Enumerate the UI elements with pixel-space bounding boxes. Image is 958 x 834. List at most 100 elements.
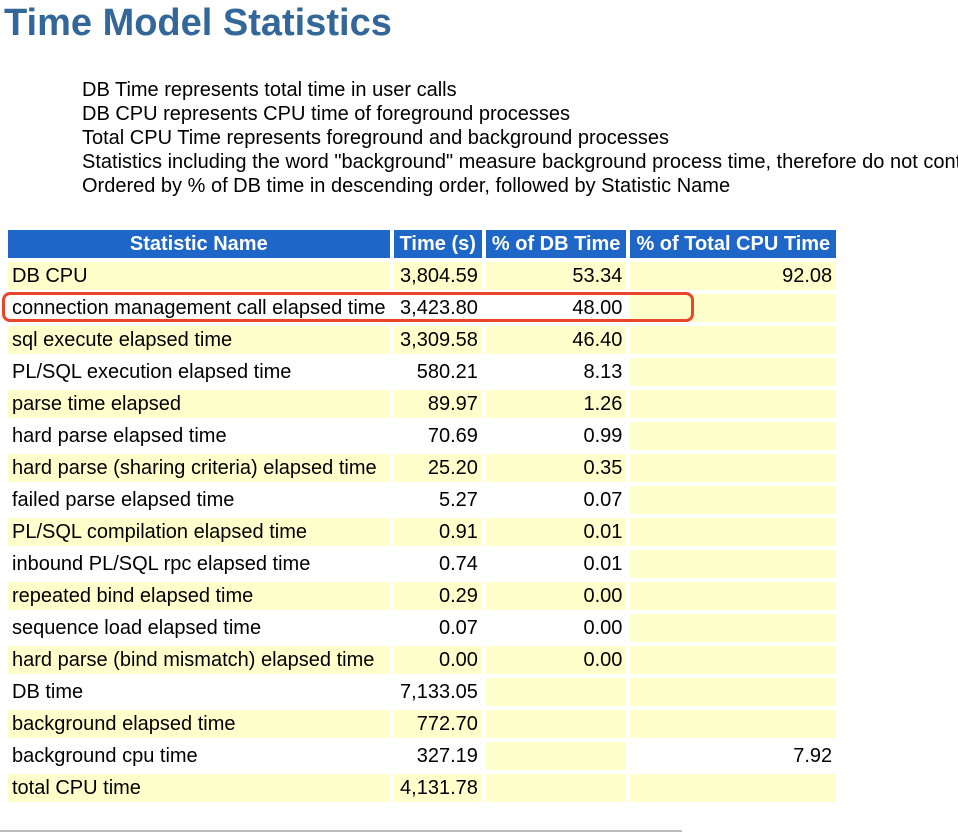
value-cell <box>630 678 837 706</box>
table-row: hard parse (bind mismatch) elapsed time 0… <box>8 646 837 674</box>
statistic-name: DB CPU <box>8 262 390 290</box>
value-cell: 7,133.05 <box>393 678 482 706</box>
value-cell: 772.70 <box>393 710 482 738</box>
value-cell: 0.74 <box>393 550 482 578</box>
table-row: sql execute elapsed time 3,309.58 46.40 <box>8 326 837 354</box>
value-cell <box>630 454 837 482</box>
value-cell: 0.01 <box>485 550 627 578</box>
page-title: Time Model Statistics <box>4 2 392 44</box>
value-cell: 89.97 <box>393 390 482 418</box>
statistic-name: total CPU time <box>8 774 390 802</box>
statistic-name: inbound PL/SQL rpc elapsed time <box>8 550 390 578</box>
table-row: DB time 7,133.05 <box>8 678 837 706</box>
statistic-name: background elapsed time <box>8 710 390 738</box>
statistic-name: sequence load elapsed time <box>8 614 390 642</box>
value-cell: 48.00 <box>485 294 627 322</box>
divider <box>0 830 682 832</box>
value-cell: 8.13 <box>485 358 627 386</box>
column-header: % of DB Time <box>485 230 627 258</box>
value-cell: 4,131.78 <box>393 774 482 802</box>
table-row: failed parse elapsed time 5.27 0.07 <box>8 486 837 514</box>
table-row: PL/SQL execution elapsed time 580.21 8.13 <box>8 358 837 386</box>
value-cell: 3,309.58 <box>393 326 482 354</box>
statistic-name: hard parse (sharing criteria) elapsed ti… <box>8 454 390 482</box>
statistic-name: repeated bind elapsed time <box>8 582 390 610</box>
value-cell: 0.00 <box>485 582 627 610</box>
value-cell <box>630 518 837 546</box>
table-row: hard parse (sharing criteria) elapsed ti… <box>8 454 837 482</box>
value-cell <box>630 486 837 514</box>
note: DB CPU represents CPU time of foreground… <box>82 102 958 126</box>
statistic-name: hard parse (bind mismatch) elapsed time <box>8 646 390 674</box>
note: Statistics including the word "backgroun… <box>82 150 958 174</box>
table-row: PL/SQL compilation elapsed time 0.91 0.01 <box>8 518 837 546</box>
value-cell <box>485 678 627 706</box>
table-row: repeated bind elapsed time 0.29 0.00 <box>8 582 837 610</box>
value-cell: 327.19 <box>393 742 482 770</box>
value-cell <box>630 550 837 578</box>
statistic-name: connection management call elapsed time <box>8 294 390 322</box>
notes-list: DB Time represents total time in user ca… <box>42 78 958 198</box>
table-row: parse time elapsed 89.97 1.26 <box>8 390 837 418</box>
column-header: Statistic Name <box>8 230 390 258</box>
value-cell: 7.92 <box>630 742 837 770</box>
table-row: DB CPU 3,804.59 53.34 92.08 <box>8 262 837 290</box>
statistic-name: PL/SQL execution elapsed time <box>8 358 390 386</box>
statistic-name: failed parse elapsed time <box>8 486 390 514</box>
table-row: background cpu time 327.19 7.92 <box>8 742 837 770</box>
value-cell <box>630 614 837 642</box>
value-cell: 0.01 <box>485 518 627 546</box>
value-cell <box>630 390 837 418</box>
value-cell <box>485 710 627 738</box>
table-row: sequence load elapsed time 0.07 0.00 <box>8 614 837 642</box>
statistic-name: DB time <box>8 678 390 706</box>
table-row: inbound PL/SQL rpc elapsed time 0.74 0.01 <box>8 550 837 578</box>
statistic-name: hard parse elapsed time <box>8 422 390 450</box>
header-row: Statistic Name Time (s)% of DB Time% of T… <box>8 230 837 258</box>
value-cell: 0.35 <box>485 454 627 482</box>
value-cell <box>630 294 837 322</box>
column-header: Time (s) <box>393 230 482 258</box>
statistic-name: background cpu time <box>8 742 390 770</box>
value-cell <box>485 742 627 770</box>
note: Ordered by % of DB time in descending or… <box>82 174 958 198</box>
value-cell: 0.00 <box>393 646 482 674</box>
value-cell: 92.08 <box>630 262 837 290</box>
table-row: background elapsed time 772.70 <box>8 710 837 738</box>
value-cell <box>630 774 837 802</box>
value-cell: 0.91 <box>393 518 482 546</box>
value-cell: 25.20 <box>393 454 482 482</box>
value-cell: 0.07 <box>393 614 482 642</box>
column-header: % of Total CPU Time <box>630 230 837 258</box>
value-cell: 0.00 <box>485 646 627 674</box>
note: Total CPU Time represents foreground and… <box>82 126 958 150</box>
table-row: hard parse elapsed time 70.69 0.99 <box>8 422 837 450</box>
value-cell: 0.07 <box>485 486 627 514</box>
value-cell <box>630 710 837 738</box>
table-row: total CPU time 4,131.78 <box>8 774 837 802</box>
value-cell <box>630 326 837 354</box>
value-cell: 70.69 <box>393 422 482 450</box>
value-cell: 3,423.80 <box>393 294 482 322</box>
value-cell <box>485 774 627 802</box>
value-cell: 0.99 <box>485 422 627 450</box>
value-cell: 1.26 <box>485 390 627 418</box>
value-cell: 53.34 <box>485 262 627 290</box>
value-cell: 0.00 <box>485 614 627 642</box>
value-cell: 3,804.59 <box>393 262 482 290</box>
value-cell <box>630 358 837 386</box>
value-cell <box>630 646 837 674</box>
value-cell: 0.29 <box>393 582 482 610</box>
statistic-name: parse time elapsed <box>8 390 390 418</box>
note: DB Time represents total time in user ca… <box>82 78 958 102</box>
value-cell: 580.21 <box>393 358 482 386</box>
value-cell <box>630 582 837 610</box>
highlight-box <box>2 292 694 322</box>
value-cell: 5.27 <box>393 486 482 514</box>
stats-table: Statistic Name Time (s)% of DB Time% of T… <box>4 226 840 806</box>
statistic-name: sql execute elapsed time <box>8 326 390 354</box>
value-cell <box>630 422 837 450</box>
statistic-name: PL/SQL compilation elapsed time <box>8 518 390 546</box>
table-row: connection management call elapsed time 3… <box>8 294 837 322</box>
